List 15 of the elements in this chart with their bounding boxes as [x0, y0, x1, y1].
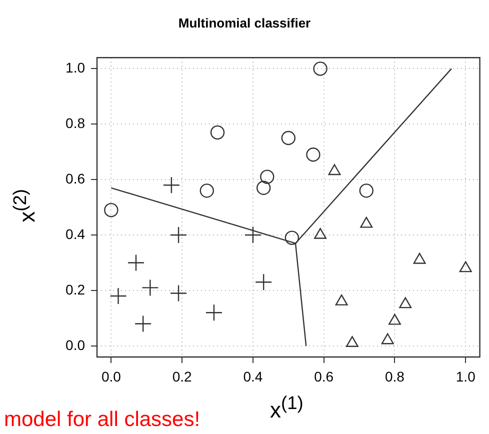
y-tick-label: 0.4	[66, 226, 86, 242]
y-tick-label: 0.2	[66, 281, 86, 298]
y-tick-label: 0.8	[66, 114, 86, 131]
text: model for all classes!	[4, 408, 200, 432]
x-tick-label: 0.0	[101, 368, 122, 384]
y-tick-label: 1.0	[66, 60, 86, 76]
x-axis-title: x$^{(1)}$	[270, 392, 304, 424]
x-tick-label: 0.4	[243, 368, 263, 384]
x-tick-label: 0.2	[172, 368, 192, 384]
chart-title: Multinomial classifier	[178, 15, 311, 30]
y-tick-label: 0.0	[66, 336, 86, 353]
x-tick-label: 0.8	[385, 368, 405, 384]
y-tick-label: 0.6	[66, 170, 86, 186]
x-tick-label: 0.6	[314, 368, 334, 384]
x-tick-label: 1.0	[456, 368, 476, 384]
